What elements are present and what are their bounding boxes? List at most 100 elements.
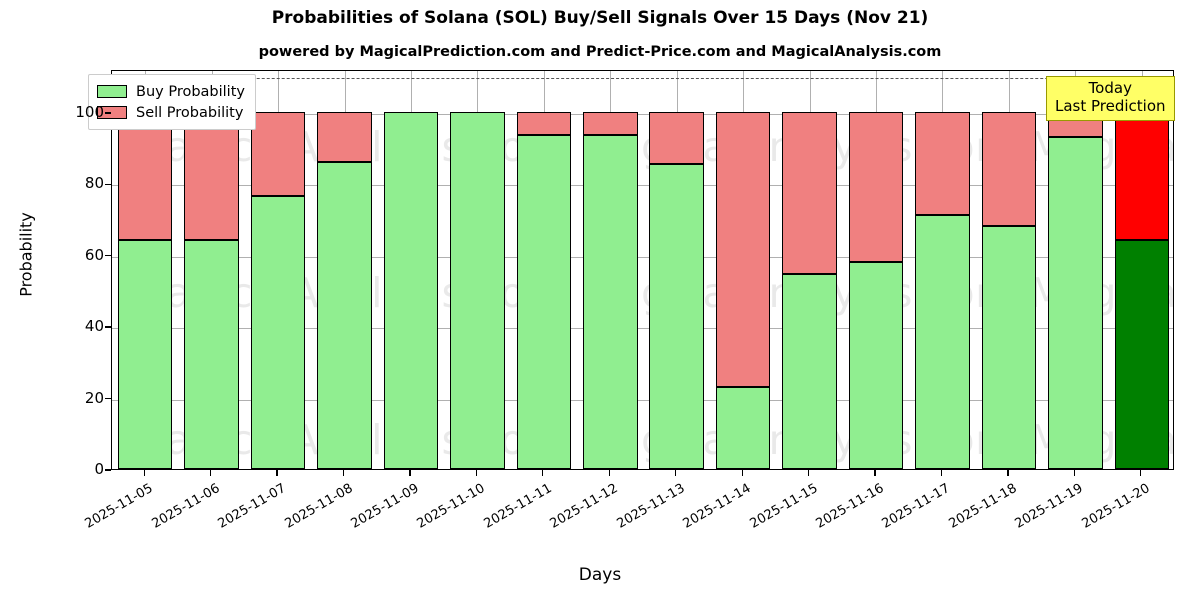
gridline-horizontal <box>112 185 1173 187</box>
bar-group[interactable] <box>848 71 904 469</box>
gridline-horizontal <box>112 328 1173 330</box>
bar-group[interactable] <box>715 71 771 469</box>
bar-group[interactable] <box>1114 71 1169 469</box>
bar-group[interactable] <box>184 71 239 469</box>
bar-segment-sell[interactable] <box>715 111 771 387</box>
bar-segment-sell[interactable] <box>250 111 306 196</box>
x-axis-label: Days <box>578 565 622 585</box>
x-axis-tick-label: 2025-11-14 <box>680 481 754 532</box>
x-axis-tick <box>542 470 544 476</box>
x-axis-tick-label: 2025-11-12 <box>547 481 621 532</box>
bar-segment-sell[interactable] <box>516 111 572 136</box>
bar-group[interactable] <box>117 71 173 469</box>
y-axis-tick-label: 80 <box>84 174 104 193</box>
x-axis-tick <box>276 470 278 476</box>
bar-group[interactable] <box>383 71 439 469</box>
x-axis-tick <box>608 470 610 476</box>
gridline-horizontal <box>112 256 1173 258</box>
bar-segment-sell[interactable] <box>915 111 970 216</box>
y-axis-tick <box>105 326 111 328</box>
legend-item-label: Buy Probability <box>136 83 245 100</box>
bar-segment-buy[interactable] <box>383 111 439 469</box>
bar-group[interactable] <box>250 71 306 469</box>
gridline-horizontal <box>112 399 1173 401</box>
y-axis-label: Probability <box>16 212 36 297</box>
legend-item[interactable]: Buy Probability <box>97 81 245 102</box>
y-axis-tick <box>105 183 111 185</box>
x-axis-tick <box>210 470 212 476</box>
bar-segment-sell[interactable] <box>317 111 372 162</box>
x-axis-tick-label: 2025-11-20 <box>1079 481 1153 532</box>
bar-group[interactable] <box>915 71 970 469</box>
bar-segment-sell[interactable] <box>782 111 837 275</box>
gridline-horizontal <box>112 113 1173 115</box>
bar-segment-sell[interactable] <box>117 111 173 241</box>
y-axis-tick-label: 0 <box>94 460 104 478</box>
bar-group[interactable] <box>649 71 704 469</box>
y-axis-tick-label: 100 <box>75 102 104 121</box>
chart-title: Probabilities of Solana (SOL) Buy/Sell S… <box>271 8 929 28</box>
bar-segment-buy[interactable] <box>117 240 173 469</box>
x-axis-tick <box>409 470 411 476</box>
x-axis-tick <box>1140 470 1142 476</box>
chart-legend: Buy Probability Sell Probability <box>88 74 256 130</box>
y-axis-tick <box>105 112 111 114</box>
chart-subtitle: powered by MagicalPrediction.com and Pre… <box>258 44 942 60</box>
bar-segment-buy[interactable] <box>250 195 306 469</box>
bar-segment-buy[interactable] <box>450 111 505 469</box>
x-axis-tick-label: 2025-11-10 <box>414 481 488 532</box>
bar-segment-buy[interactable] <box>1048 136 1103 469</box>
today-annotation-line1: Today <box>1088 79 1132 97</box>
bar-group[interactable] <box>317 71 372 469</box>
x-axis-tick <box>874 470 876 476</box>
bar-segment-buy[interactable] <box>317 161 372 469</box>
legend-item[interactable]: Sell Probability <box>97 102 245 123</box>
x-axis-tick <box>807 470 810 476</box>
plot-area: MagicalAnalysis.com MagicalAnalysis.com … <box>111 70 1174 470</box>
bar-segment-sell[interactable] <box>184 111 239 241</box>
bar-segment-buy[interactable] <box>782 274 837 469</box>
bar-group[interactable] <box>583 71 638 469</box>
y-axis-tick <box>105 397 111 400</box>
bar-segment-sell[interactable] <box>981 111 1037 227</box>
bar-segment-buy[interactable] <box>848 261 904 469</box>
bar-group[interactable] <box>516 71 572 469</box>
bar-segment-sell[interactable] <box>649 111 704 164</box>
today-annotation-line2: Last Prediction <box>1055 96 1166 115</box>
x-axis-tick-label: 2025-11-05 <box>82 481 156 532</box>
x-axis-tick-label: 2025-11-19 <box>1012 481 1086 532</box>
x-axis-tick <box>475 470 478 476</box>
legend-item-label: Sell Probability <box>136 104 244 121</box>
x-axis-tick-label: 2025-11-07 <box>215 481 289 532</box>
bar-segment-sell[interactable] <box>583 111 638 136</box>
x-axis-tick <box>342 470 345 476</box>
bar-segment-buy[interactable] <box>715 386 771 469</box>
bar-segment-buy[interactable] <box>981 226 1037 469</box>
bar-segment-buy[interactable] <box>516 135 572 469</box>
x-axis-tick-label: 2025-11-17 <box>880 481 953 532</box>
x-axis-tick <box>1007 470 1009 476</box>
x-axis-tick <box>741 470 743 476</box>
today-annotation: Today Last Prediction <box>1046 76 1175 122</box>
bar-group[interactable] <box>1048 71 1103 469</box>
y-axis-tick-label: 60 <box>84 245 104 264</box>
bar-group[interactable] <box>782 71 837 469</box>
bar-group[interactable] <box>450 71 505 469</box>
x-axis-tick <box>675 470 677 476</box>
bar-segment-buy[interactable] <box>184 240 239 469</box>
bar-segment-sell[interactable] <box>848 111 904 262</box>
bar-segment-buy[interactable] <box>583 135 638 469</box>
x-axis-tick <box>1073 470 1075 476</box>
y-axis-tick-label: 20 <box>84 388 104 407</box>
x-axis-tick <box>143 470 145 476</box>
y-axis-tick <box>105 469 111 471</box>
bar-segment-buy[interactable] <box>1114 240 1169 469</box>
y-axis-tick <box>105 255 111 257</box>
x-axis-tick <box>940 470 943 476</box>
bar-segment-sell[interactable] <box>1114 111 1169 241</box>
bar-segment-buy[interactable] <box>649 163 704 469</box>
bar-group[interactable] <box>981 71 1037 469</box>
bar-segment-buy[interactable] <box>915 215 970 469</box>
legend-swatch-icon <box>97 85 127 98</box>
